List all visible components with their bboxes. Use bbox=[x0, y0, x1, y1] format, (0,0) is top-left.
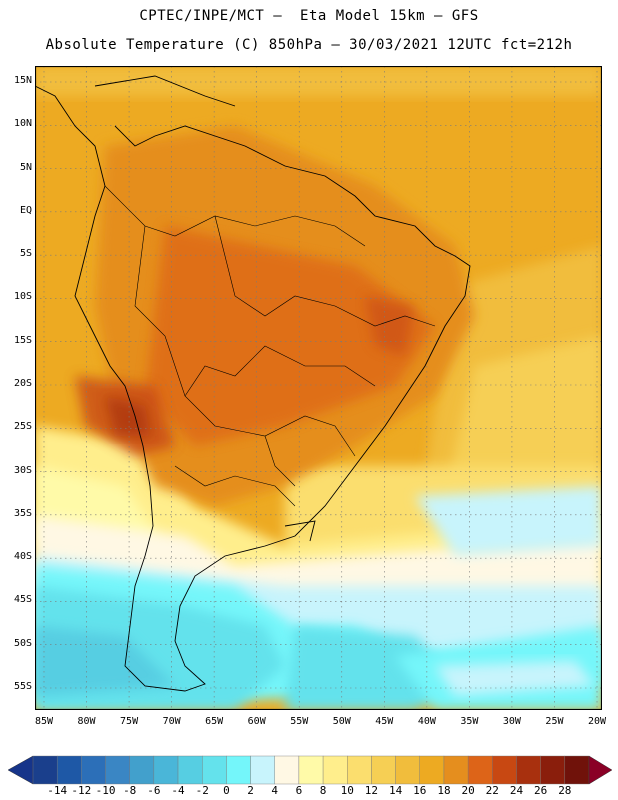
colorbar-tick-label: -4 bbox=[171, 784, 185, 797]
lat-tick-label: 50S bbox=[13, 637, 32, 649]
lat-tick-label: 55S bbox=[13, 681, 32, 692]
colorbar-tick-label: -8 bbox=[123, 784, 137, 797]
colorbar-low-arrow bbox=[7, 755, 34, 785]
colorbar-tick-label: 22 bbox=[485, 784, 499, 797]
colorbar-cell bbox=[129, 755, 155, 785]
colorbar-cell bbox=[202, 755, 227, 785]
lon-tick-label: 60W bbox=[247, 716, 266, 727]
colorbar-tick-label: 28 bbox=[558, 784, 572, 797]
country-borders bbox=[104, 185, 436, 507]
colorbar-cell bbox=[250, 755, 275, 785]
lat-tick-label: 25S bbox=[13, 421, 32, 433]
chart-title-line1: CPTEC/INPE/MCT – Eta Model 15km – GFS bbox=[139, 8, 479, 24]
colorbar-tick-label: 12 bbox=[364, 784, 379, 797]
colorbar-cell bbox=[32, 755, 58, 785]
lat-tick-label: 15S bbox=[13, 334, 32, 346]
lon-tick-label: 85W bbox=[34, 716, 54, 727]
coastlines bbox=[35, 75, 471, 692]
lon-tick-label: 70W bbox=[162, 716, 181, 727]
lat-tick-label: 5N bbox=[19, 161, 32, 173]
colorbar-cell bbox=[419, 755, 445, 785]
colorbar-cell bbox=[516, 755, 541, 785]
lat-tick-label: 35S bbox=[13, 507, 32, 519]
lat-tick-label: 5S bbox=[19, 248, 32, 260]
colorbar-tick-label: -2 bbox=[195, 784, 209, 797]
colorbar-tick-label: 6 bbox=[295, 784, 303, 797]
colorbar-tick-label: 4 bbox=[271, 784, 279, 797]
colorbar-tick-label: -12 bbox=[71, 784, 92, 797]
lon-tick-label: 45W bbox=[375, 716, 394, 727]
lat-tick-label: EQ bbox=[19, 204, 32, 216]
lat-tick-label: 10S bbox=[13, 291, 32, 303]
colorbar-cell bbox=[105, 755, 130, 785]
colorbar-cell bbox=[443, 755, 469, 785]
colorbar-tick-label: -14 bbox=[47, 784, 68, 797]
lon-tick-label: 50W bbox=[332, 716, 351, 727]
lon-tick-label: 35W bbox=[460, 716, 479, 727]
colorbar-high-arrow bbox=[588, 755, 613, 785]
lat-tick-label: 15N bbox=[13, 75, 32, 86]
lat-tick-label: 40S bbox=[13, 551, 32, 563]
colorbar-tick-label: 26 bbox=[534, 784, 548, 797]
lon-tick-label: 55W bbox=[290, 716, 309, 727]
colorbar-cell bbox=[395, 755, 420, 785]
lat-tick-label: 10N bbox=[13, 118, 32, 130]
colorbar-cell bbox=[322, 755, 348, 785]
lon-tick-label: 30W bbox=[502, 716, 521, 727]
colorbar-cell bbox=[274, 755, 300, 785]
colorbar-tick-label: 10 bbox=[340, 784, 354, 797]
colorbar-tick-label: 20 bbox=[461, 784, 475, 797]
colorbar-tick-label: -10 bbox=[95, 784, 116, 797]
colorbar-tick-label: 0 bbox=[223, 784, 230, 797]
map-frame bbox=[35, 66, 602, 710]
temperature-map bbox=[35, 66, 602, 710]
colorbar-tick-label: 16 bbox=[413, 784, 427, 797]
lon-tick-label: 80W bbox=[77, 716, 96, 727]
colorbar-cell bbox=[81, 755, 106, 785]
chart-title-line2: Absolute Temperature (C) 850hPa – 30/03/… bbox=[45, 37, 573, 53]
colorbar-cell bbox=[492, 755, 517, 785]
lat-tick-label: 45S bbox=[13, 594, 32, 606]
colorbar-tick-label: 2 bbox=[247, 784, 254, 797]
colorbar-cell bbox=[347, 755, 372, 785]
lon-tick-label: 40W bbox=[417, 716, 436, 727]
colorbar-cell bbox=[226, 755, 251, 785]
colorbar-cell bbox=[564, 755, 590, 785]
colorbar-cell bbox=[371, 755, 396, 785]
colorbar-cell bbox=[540, 755, 566, 785]
colorbar-cell bbox=[298, 755, 324, 785]
lon-tick-label: 75W bbox=[120, 716, 139, 727]
colorbar-tick-label: 14 bbox=[388, 784, 403, 797]
colorbar-cell bbox=[177, 755, 203, 785]
lat-tick-label: 30S bbox=[13, 464, 32, 476]
lon-tick-label: 25W bbox=[545, 716, 564, 727]
colorbar-tick-label: -6 bbox=[147, 784, 161, 797]
lon-tick-label: 20W bbox=[587, 716, 607, 727]
lat-tick-label: 20S bbox=[13, 378, 32, 389]
colorbar-tick-label: 18 bbox=[437, 784, 451, 797]
temperature-colorbar bbox=[7, 755, 613, 785]
colorbar-tick-label: 8 bbox=[319, 784, 327, 797]
colorbar-cell bbox=[467, 755, 493, 785]
colorbar-tick-label: 24 bbox=[509, 784, 524, 797]
lon-tick-label: 65W bbox=[205, 716, 224, 727]
colorbar-cell bbox=[56, 755, 82, 785]
colorbar-cell bbox=[153, 755, 179, 785]
temperature-field bbox=[35, 66, 602, 710]
